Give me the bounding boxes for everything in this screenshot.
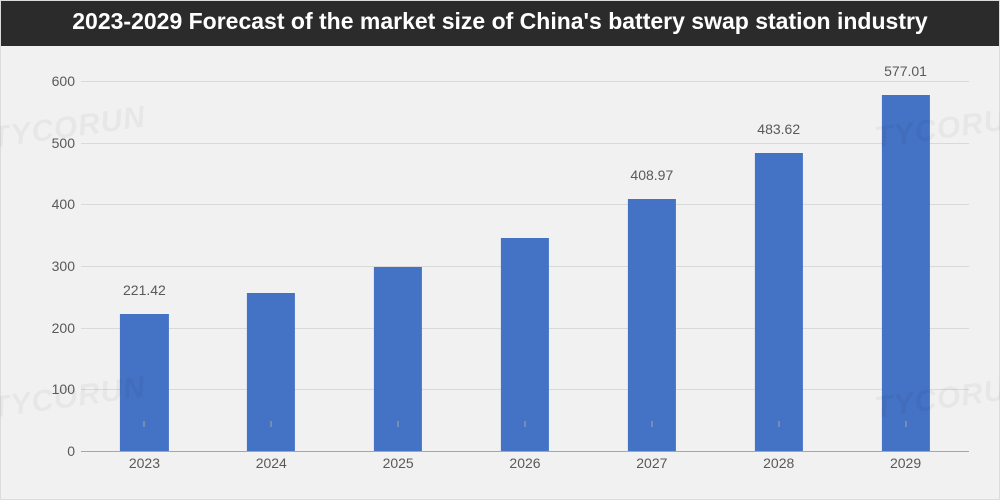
x-tick-mark [905,421,906,427]
bar [881,95,929,451]
chart-container: 0100200300400500600221.42408.97483.62577… [31,81,979,481]
bar [628,199,676,451]
x-tick-label: 2027 [636,455,667,471]
bar-value-label: 483.62 [757,121,800,137]
x-tick-mark [271,421,272,427]
x-tick-label: 2025 [383,455,414,471]
chart-title: 2023-2029 Forecast of the market size of… [1,1,999,46]
x-axis: 2023 2024 2025 2026 2027 2028 2029 [81,451,969,481]
bar [755,153,803,451]
plot-area: 0100200300400500600221.42408.97483.62577… [81,81,969,451]
y-tick-label: 500 [31,135,75,151]
bar-value-label: 221.42 [123,282,166,298]
gridline [81,81,969,82]
x-tick-mark [144,421,145,427]
y-tick-label: 0 [31,443,75,459]
x-tick-label: 2028 [763,455,794,471]
gridline [81,204,969,205]
gridline [81,143,969,144]
bar [120,314,168,451]
y-tick-label: 100 [31,381,75,397]
y-tick-label: 300 [31,258,75,274]
x-tick-mark [651,421,652,427]
y-tick-label: 400 [31,196,75,212]
x-tick-label: 2029 [890,455,921,471]
y-tick-label: 600 [31,73,75,89]
x-tick-mark [398,421,399,427]
x-tick-mark [778,421,779,427]
x-tick-label: 2024 [256,455,287,471]
bar-value-label: 408.97 [630,167,673,183]
x-tick-label: 2023 [129,455,160,471]
x-tick-mark [525,421,526,427]
bar [501,238,549,451]
y-tick-label: 200 [31,320,75,336]
bar [247,293,295,451]
bar-value-label: 577.01 [884,63,927,79]
x-tick-label: 2026 [509,455,540,471]
